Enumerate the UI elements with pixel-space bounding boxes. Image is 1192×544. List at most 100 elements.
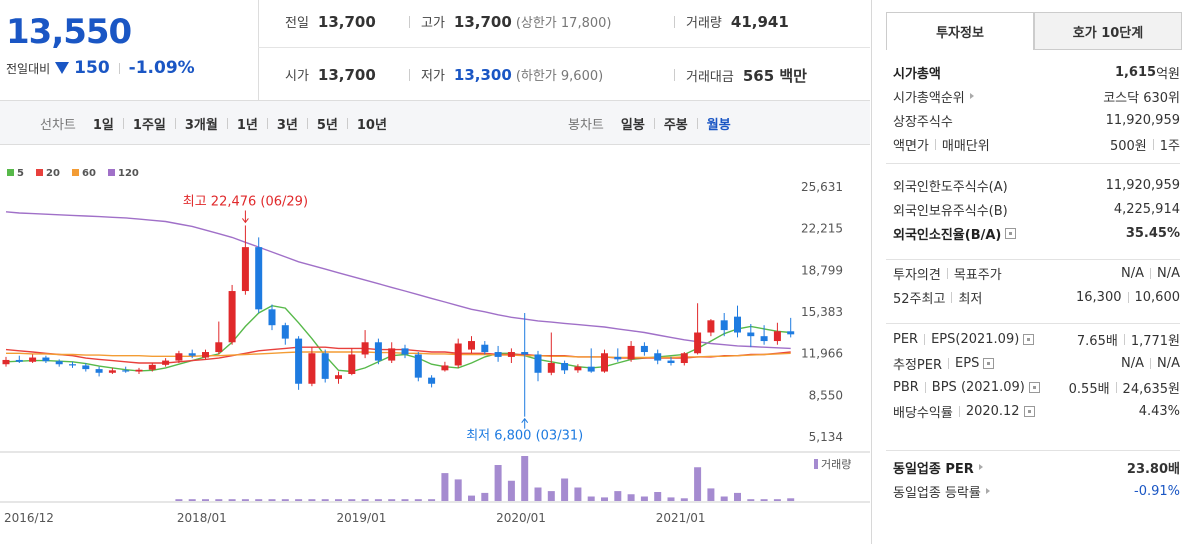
volume-bar (574, 487, 582, 501)
info-label-text: 시가총액 (893, 66, 941, 82)
candle-body (454, 343, 462, 366)
period-option[interactable]: 5년 (316, 118, 338, 133)
volume-bar (601, 497, 608, 501)
candle-body (348, 354, 356, 374)
candle-body (787, 331, 795, 335)
separator (948, 357, 950, 369)
candle-body (175, 353, 183, 361)
candle-body (95, 369, 103, 373)
arrow-icon[interactable] (969, 93, 974, 99)
stock-chart: 25,631 22,215 18,799 15,383 11,966 8,550 5,134… (0, 168, 870, 525)
info-label-text: EPS(2021.09) (931, 331, 1020, 347)
info-label: 추정PER EPS (893, 353, 995, 373)
help-icon[interactable] (1023, 333, 1035, 345)
volume-bar (335, 499, 342, 501)
candle-body (720, 320, 728, 331)
stat-value: 565 백만 (742, 67, 807, 85)
candle-body (773, 331, 781, 342)
y-tick-label: 25,631 (801, 180, 843, 194)
period-option[interactable]: 일봉 (620, 118, 645, 133)
separator (1150, 267, 1151, 279)
separator (266, 118, 268, 129)
volume-bar (175, 499, 183, 501)
stat-separator (409, 16, 410, 28)
info-label: 52주최고 최저 (893, 287, 982, 307)
candle-body (335, 375, 342, 379)
volume-bar (388, 499, 396, 501)
help-icon[interactable] (1028, 381, 1040, 393)
period-option[interactable]: 3개월 (184, 118, 218, 133)
stat-value: 13,700 (317, 66, 376, 84)
period-label: 봉차트 (568, 118, 604, 133)
info-value: 코스닥 630위 (1103, 86, 1180, 106)
low-annotation: 최저 6,800 (03/31) (466, 429, 583, 444)
stat-item: 전일 13,700 (285, 12, 376, 31)
change-rate: -1.09% (128, 58, 195, 78)
info-value: 16,300 10,600 (1076, 287, 1180, 307)
help-icon[interactable] (1005, 227, 1017, 239)
period-option[interactable]: 1일 (92, 118, 114, 133)
info-value-text: 4,225,914 (1113, 201, 1180, 217)
period-label: 선차트 (40, 118, 76, 133)
separator (1115, 381, 1117, 393)
stats-row-line (258, 47, 870, 48)
stat-label: 전일 (285, 16, 309, 31)
candle-body (295, 338, 303, 384)
info-value-text: 24,635원 (1122, 381, 1180, 397)
info-value-text: 코스닥 630위 (1103, 90, 1180, 106)
y-tick-label: 22,215 (801, 222, 843, 236)
legend-swatch (72, 169, 79, 176)
legend-swatch (36, 169, 43, 176)
x-tick-label: 2020/01 (496, 511, 546, 525)
panel-divider (871, 0, 872, 544)
candle-body (587, 366, 595, 372)
candle-body (441, 365, 449, 371)
info-value-text: N/A (1157, 355, 1180, 371)
help-icon[interactable] (1023, 405, 1035, 417)
period-option[interactable]: 1주일 (132, 118, 166, 133)
info-value: 23.80배 (1127, 457, 1180, 477)
info-tab[interactable]: 투자정보 (886, 12, 1034, 50)
separator (226, 118, 228, 129)
info-label-text: 외국인소진율(B/A) (893, 227, 1002, 243)
info-tab[interactable]: 호가 10단계 (1034, 12, 1182, 50)
info-label-text: 배당수익률 (893, 405, 953, 421)
info-label-text: 동일업종 등락률 (893, 485, 981, 501)
volume-bar (255, 499, 263, 501)
period-option[interactable]: 주봉 (663, 118, 688, 133)
current-price: 13,550 (6, 12, 132, 52)
candle-body (162, 360, 170, 365)
x-tick-label: 2021/01 (656, 511, 706, 525)
x-tick-label: 2019/01 (337, 511, 387, 525)
period-option[interactable]: 10년 (356, 118, 387, 133)
arrow-icon[interactable] (978, 464, 983, 470)
stat-label: 시가 (285, 69, 309, 84)
candle-body (574, 366, 582, 371)
info-label-text: 추정PER (893, 357, 943, 373)
arrow-icon[interactable] (985, 488, 990, 494)
legend-label: 120 (118, 168, 139, 179)
info-label: PBR BPS (2021.09) (893, 377, 1040, 397)
info-value-text: N/A (1121, 355, 1144, 371)
legend-label: 20 (46, 168, 60, 179)
volume-bar (321, 499, 329, 501)
period-option[interactable]: 3년 (276, 118, 298, 133)
stat-note: (상한가 17,800) (515, 16, 612, 31)
separator (924, 381, 926, 393)
info-label-text: 액면가 (893, 138, 929, 154)
help-icon[interactable] (983, 357, 995, 369)
info-label-text: 동일업종 PER (893, 461, 974, 477)
volume-bar (241, 499, 249, 501)
info-label: 상장주식수 (893, 110, 953, 130)
info-label-text: 투자의견 (893, 267, 941, 283)
stat-item: 거래량 41,941 (686, 12, 789, 31)
period-option[interactable]: 1년 (236, 118, 258, 133)
ma-line (5, 211, 791, 350)
info-value-text: 35.45% (1125, 225, 1180, 241)
candle-body (308, 353, 316, 384)
candle-body (707, 320, 715, 333)
volume-bar (614, 491, 622, 501)
info-label: 동일업종 PER (893, 457, 983, 477)
period-option[interactable]: 월봉 (706, 118, 731, 133)
candle-body (507, 352, 515, 357)
